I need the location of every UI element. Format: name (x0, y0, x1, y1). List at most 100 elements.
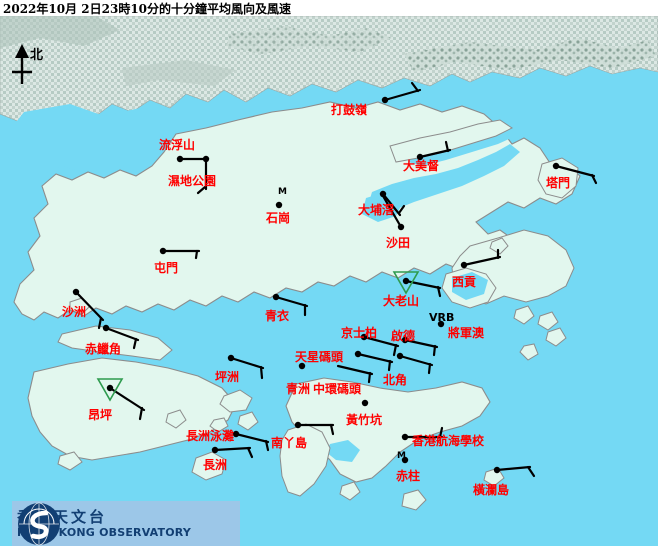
station-marker-dot[interactable] (354, 350, 362, 358)
lantau-island (27, 357, 237, 461)
wind-barb (381, 192, 406, 217)
station-marker-dot[interactable] (272, 293, 280, 301)
barb-feather (590, 173, 598, 185)
barb-feather (387, 359, 392, 372)
station-marker-dot[interactable] (493, 466, 501, 474)
station-label-tseung-kwan-o[interactable]: 將軍澳 (448, 326, 485, 340)
station-label-tap-mun[interactable]: 塔門 (546, 176, 571, 190)
station-marker-dot[interactable] (379, 190, 387, 198)
hong-kong-wind-map: 打鼓嶺 流浮山 濕地公園 石崗 M 大美督 塔門 大埔滘 沙田 屯門 西貢 大老山 沙洲 青衣 赤鱲角 京士柏… (0, 16, 658, 546)
station-label-wong-chuk-hang[interactable]: 黃竹坑 (346, 413, 383, 427)
barb-shaft (381, 194, 403, 229)
station-marker-dot[interactable] (401, 433, 409, 441)
station-marker-dot[interactable] (361, 399, 369, 407)
north-arrow-icon: 北 (6, 42, 66, 88)
station-label-tate-s-cairn[interactable]: 大老山 (383, 294, 420, 308)
victoria-harbour-water (252, 342, 500, 390)
station-marker-dot[interactable] (159, 247, 167, 255)
station-marker-dot[interactable] (106, 384, 114, 392)
islet-sw-4 (57, 451, 83, 471)
station-marker-dot[interactable] (202, 155, 210, 163)
station-marker-dot[interactable] (360, 333, 368, 341)
mainland-vegetation-patch-3 (0, 16, 120, 48)
north-label: 北 (30, 48, 44, 63)
station-label-cheung-chau-beach[interactable]: 長洲泳灘 (186, 429, 235, 443)
station-label-sha-chau[interactable]: 沙洲 (62, 305, 87, 319)
hko-name-en: HONG KONG OBSERVATORY (17, 525, 192, 539)
station-label-lamma-island[interactable]: 南丫島 (271, 436, 308, 450)
station-marker-dot[interactable] (176, 155, 184, 163)
barb-shaft (381, 192, 402, 217)
wind-barb (398, 354, 434, 375)
station-marker-dot[interactable] (227, 354, 235, 362)
station-marker-dot[interactable] (294, 421, 302, 429)
wind-barb (213, 446, 254, 459)
station-marker-dot[interactable] (298, 362, 306, 370)
station-label-kings-park[interactable]: 京士柏 (341, 326, 378, 340)
station-label-sai-kung[interactable]: 西貢 (452, 275, 477, 289)
wind-barb (381, 194, 403, 229)
barb-feather (138, 406, 144, 421)
tai-mei-tuk-peninsula (389, 119, 513, 163)
station-marker-dot[interactable] (437, 320, 445, 328)
wind-barb (495, 465, 536, 478)
station-label-north-point[interactable]: 北角 (383, 373, 408, 387)
barb-shaft (336, 364, 374, 376)
station-label-chek-lap-kok[interactable]: 赤鱲角 (85, 342, 122, 356)
wind-barb (554, 164, 598, 185)
mainland-vegetation-patch-4 (122, 60, 236, 86)
station-label-green-island[interactable]: 青洲 (286, 382, 311, 396)
wind-barb (403, 426, 444, 439)
islet-s-1 (339, 481, 361, 501)
station-marker-dot[interactable] (275, 201, 283, 209)
deep-bay-water (4, 104, 196, 176)
barb-shaft (213, 446, 252, 452)
station-label-star-ferry[interactable]: 天星碼頭 (295, 350, 344, 364)
station-label-waglan-island[interactable]: 橫瀾島 (473, 483, 510, 497)
wind-barb-layer (72, 81, 598, 478)
station-marker-dot[interactable] (552, 162, 560, 170)
wind-barb (104, 326, 140, 350)
station-label-tsing-yi[interactable]: 青衣 (265, 309, 290, 323)
barb-shaft (356, 352, 394, 364)
station-label-central-pier[interactable]: 中環碼頭 (313, 382, 362, 396)
station-marker-dot[interactable] (416, 153, 424, 161)
barb-shaft (383, 88, 422, 102)
station-label-ta-kwu-ling[interactable]: 打鼓嶺 (331, 103, 368, 117)
station-label-sha-tin[interactable]: 沙田 (386, 236, 411, 250)
wind-barb (462, 248, 502, 267)
islets-se-3 (519, 343, 539, 361)
barb-shaft (104, 326, 140, 342)
station-label-tai-mei-tuk[interactable]: 大美督 (403, 159, 440, 173)
station-marker-dot[interactable] (211, 446, 219, 454)
station-label-cheung-chau[interactable]: 長洲 (203, 458, 228, 472)
peng-chau-island (219, 389, 253, 413)
barb-feather (367, 371, 372, 384)
station-label-kai-tak[interactable]: 啟德 (391, 329, 416, 343)
station-marker-dot[interactable] (460, 261, 468, 269)
station-marker-dot[interactable] (402, 277, 410, 285)
station-marker-dot[interactable] (401, 336, 409, 344)
station-marker-dot[interactable] (381, 96, 389, 104)
station-label-lau-fau-shan[interactable]: 流浮山 (159, 138, 196, 152)
barb-feather (444, 140, 450, 153)
station-label-tai-po-kau[interactable]: 大埔滘 (358, 203, 395, 217)
station-label-peng-chau[interactable]: 坪洲 (215, 370, 240, 384)
station-marker-dot[interactable] (401, 456, 409, 464)
station-label-shek-kong[interactable]: 石崗 (266, 211, 291, 225)
station-marker-dot[interactable] (102, 324, 110, 332)
station-label-ngong-ping[interactable]: 昂坪 (88, 408, 113, 422)
wind-barb (196, 157, 208, 195)
station-marker-dot[interactable] (397, 223, 405, 231)
wind-barb (74, 290, 105, 330)
station-label-tuen-mun[interactable]: 屯門 (154, 261, 179, 275)
station-marker-dot[interactable] (396, 352, 404, 360)
station-marker-dot[interactable] (72, 288, 80, 296)
station-label-stanley[interactable]: 赤柱 (396, 469, 421, 483)
wind-barb (356, 352, 394, 372)
wind-barb (403, 338, 439, 357)
station-label-hk-sea-school[interactable]: 香港航海學校 (412, 434, 485, 448)
station-label-wetland-park[interactable]: 濕地公園 (168, 174, 217, 188)
station-marker-dot[interactable] (232, 430, 240, 438)
